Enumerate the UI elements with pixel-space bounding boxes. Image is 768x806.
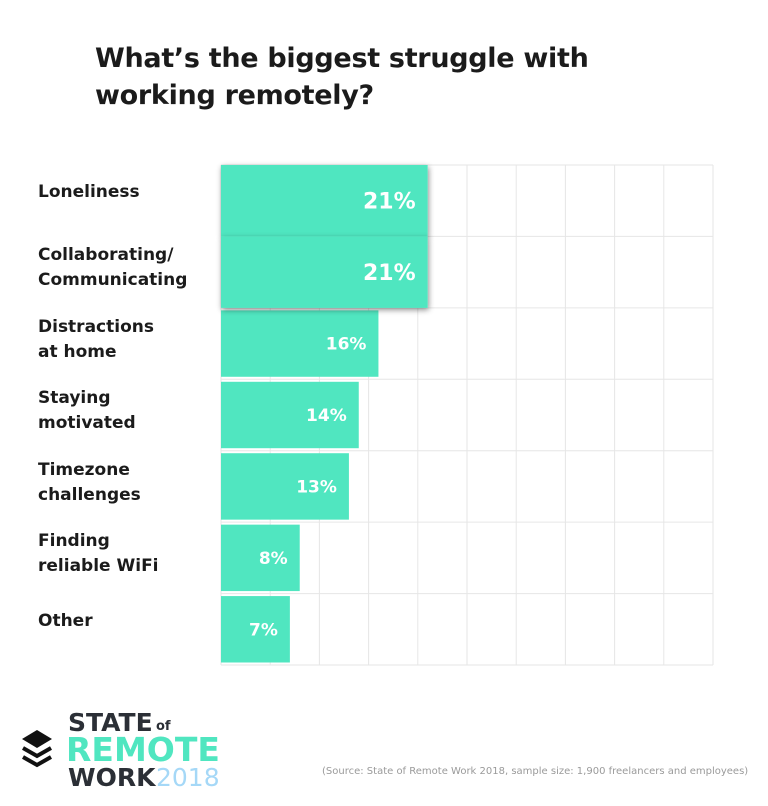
bar [221,165,428,237]
category-label: Other [38,610,93,631]
logo-of: of [156,719,171,734]
bar [221,310,379,377]
bar [221,596,290,663]
category-label: Collaborating/ Communicating [38,245,188,291]
logo-work: WORK [68,763,156,792]
logo-remote: REMOTE [66,730,220,769]
data-label: 21% [363,261,416,286]
data-label: 16% [326,335,367,355]
logo-year: 2018 [156,763,220,792]
logo-state: STATE [68,708,153,737]
data-label: 7% [249,620,278,640]
category-label: Timezone challenges [38,459,141,505]
data-label: 13% [296,477,337,497]
data-label: 8% [259,549,288,569]
bar [221,381,359,449]
category-label: Distractions at home [38,316,154,362]
layers-icon [22,730,52,768]
source-note: (Source: State of Remote Work 2018, samp… [322,766,749,777]
category-label: Finding reliable WiFi [38,531,159,577]
bar-chart: 16% 14% 13% 8% 7% 21% 21% [220,164,714,666]
data-label: 21% [363,190,416,215]
category-label: Loneliness [38,182,140,202]
chart-title: What’s the biggest struggle with working… [95,43,589,111]
data-label: 14% [306,406,347,426]
category-label: Staying motivated [38,388,136,434]
bar [221,236,428,308]
bar [221,453,349,520]
bar [221,524,300,592]
